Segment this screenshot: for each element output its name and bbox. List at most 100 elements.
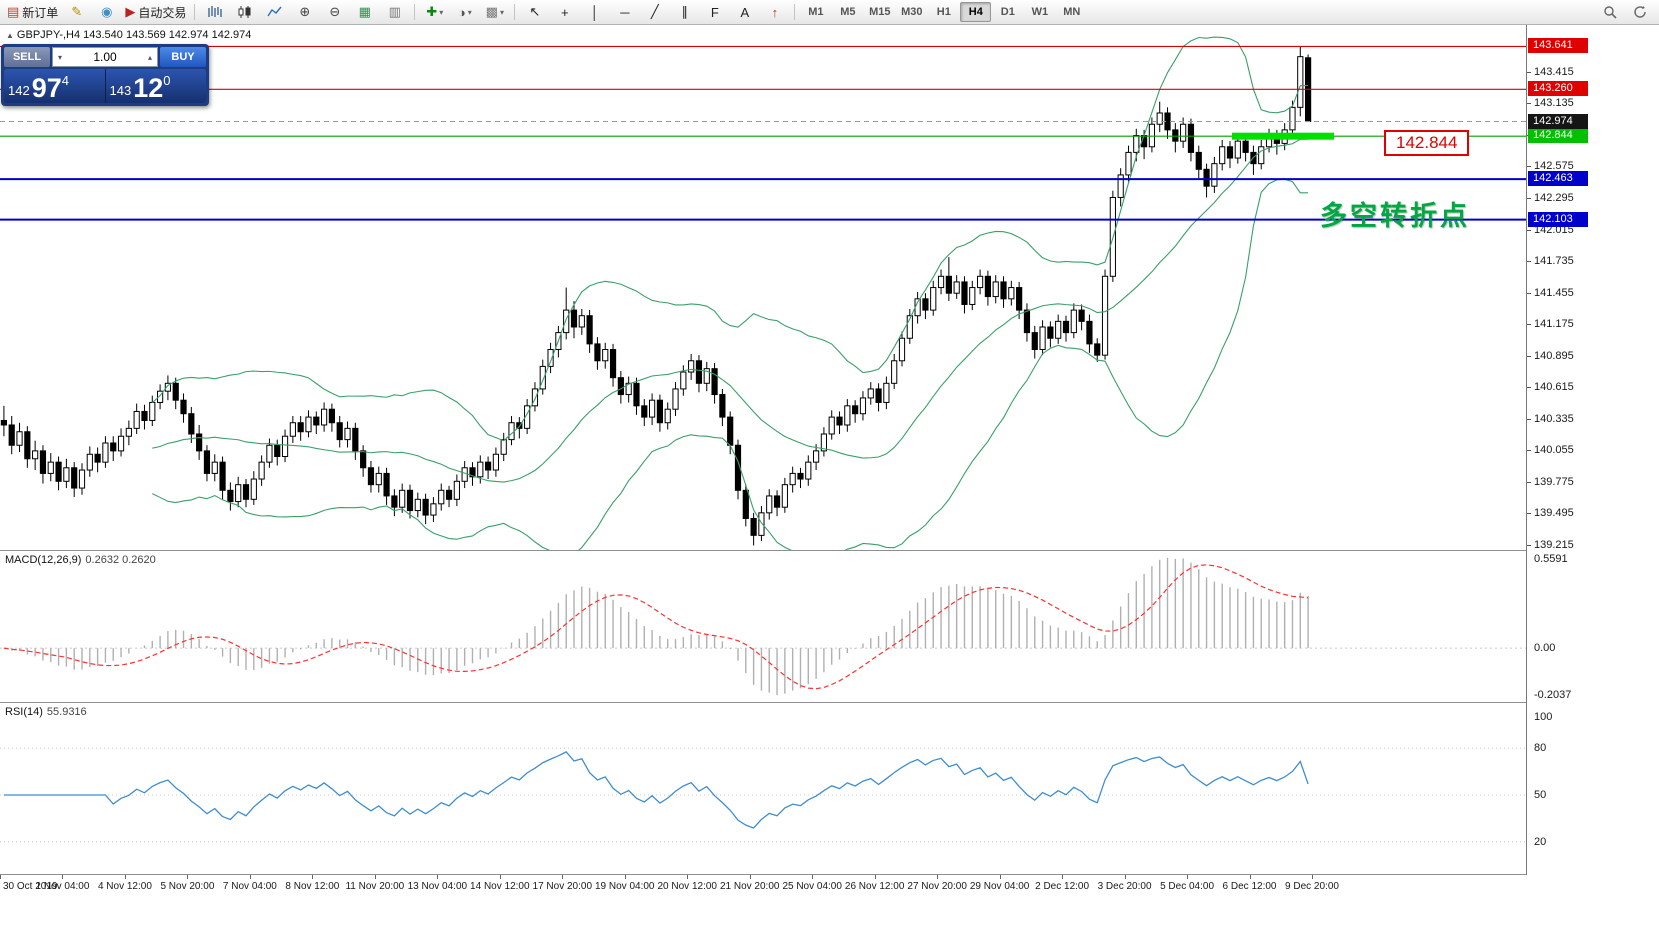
time-tick-mark [687,875,689,879]
volume-field[interactable]: ▾ 1.00 ▴ [52,47,158,67]
fibonacci-button[interactable]: F [700,2,729,22]
axis-tick-mark [1527,450,1531,452]
horizontal-line-button[interactable]: ─ [610,2,639,22]
price-level-label: 142.844 [1384,130,1470,156]
templates-button[interactable]: ▩ ▾ [480,2,509,22]
time-axis[interactable]: 30 Oct 2019 1 Nov 04:00 4 Nov 12:00 5 Nov 2… [0,875,1659,897]
trendline-button[interactable]: ╱ [640,2,669,22]
timeframe-d1-button[interactable]: D1 [1000,6,1015,18]
macd-name: MACD(12,26,9) [5,554,82,566]
arrows-button[interactable]: ↑ [760,2,789,22]
price-tag: 143.641 [1528,38,1588,54]
time-axis-label: 11 Nov 20:00 [345,881,405,892]
time-axis-label: 1 Nov 04:00 [35,881,90,892]
volume-value[interactable]: 1.00 [93,50,117,64]
time-axis-label: 17 Nov 20:00 [532,881,593,892]
time-axis-label: 27 Nov 20:00 [907,881,967,892]
timeframe-h4-button[interactable]: H4 [960,2,992,22]
chevron-down-icon: ▾ [499,7,504,17]
crosshair-button[interactable]: + [550,2,579,22]
timeframe-m15-button[interactable]: M15 [869,6,891,18]
timeframe-m1-button[interactable]: M1 [808,6,824,18]
vertical-line-button[interactable]: │ [580,2,609,22]
axis-tick-mark [1527,418,1531,420]
tile-windows-button[interactable]: ▦ [350,2,379,22]
rsi-pane[interactable] [0,703,1526,874]
bars-chart-button[interactable] [200,2,229,22]
refresh-button[interactable] [1626,2,1655,22]
time-axis-label: 21 Nov 20:00 [719,881,780,892]
time-axis-label: 4 Nov 12:00 [97,881,152,892]
sell-price[interactable]: 142 97 4 [4,69,105,103]
search-icon [1604,5,1617,19]
axis-tick-mark [1527,513,1531,515]
toolbar-separator [194,4,196,20]
timeframe-m30-button[interactable]: M30 [901,6,923,18]
time-tick-mark [1249,875,1251,879]
zoom-in-button[interactable]: ⊕ [290,2,319,22]
text-icon: A [740,4,750,20]
pane-resize-handle[interactable] [0,874,1659,875]
axis-tick-label: 140.335 [1534,412,1574,425]
pane-resize-handle[interactable] [0,550,1659,551]
sell-price-prefix: 142 [8,83,30,98]
volume-increase-icon[interactable]: ▴ [147,52,152,62]
price-axis[interactable]: 143.415143.135142.855142.575142.295142.0… [1526,24,1659,875]
candlestick-chart-button[interactable] [230,2,259,22]
channel-icon: ∥ [681,4,689,19]
timeframe-w1-button[interactable]: W1 [1031,6,1049,18]
indicators-icon: ✚ [426,4,438,19]
axis-tick-mark [1527,103,1531,105]
macd-pane[interactable] [0,551,1526,702]
line-chart-button[interactable] [260,2,289,22]
crosshair-icon: + [561,4,569,20]
one-click-trading-panel[interactable]: SELL ▾ 1.00 ▴ BUY 142 97 4 143 12 0 [1,44,209,106]
market-watch-icon: ◉ [101,4,113,19]
channel-button[interactable]: ∥ [670,2,699,22]
auto-arrange-button[interactable]: ▥ [380,2,409,22]
sell-button[interactable]: SELL [4,47,50,67]
buy-price-prefix: 143 [109,83,132,98]
sell-price-big: 97 [31,73,62,103]
volume-decrease-icon[interactable]: ▾ [57,52,62,62]
indicators-button[interactable]: ✚ ▾ [420,2,449,22]
time-axis-label: 30 Oct 2019 [3,881,58,892]
time-tick-mark [1062,875,1064,879]
time-tick-mark [0,875,1,879]
buy-price-sup: 0 [163,73,171,88]
axis-tick-label: 143.415 [1534,65,1574,78]
cursor-button[interactable]: ↖ [520,2,549,22]
buy-price[interactable]: 143 12 0 [104,69,206,103]
refresh-icon [1634,5,1646,18]
search-button[interactable] [1596,2,1625,22]
macd-values: 0.2632 0.2620 [85,554,156,566]
metaeditor-button[interactable]: ✎ [62,2,91,22]
time-tick-mark [374,875,376,879]
pane-resize-handle[interactable] [0,702,1659,703]
time-axis-label: 5 Dec 04:00 [1160,881,1215,892]
timeframe-h1-button[interactable]: H1 [936,6,951,18]
time-tick-mark [999,875,1001,879]
time-tick-mark [499,875,501,879]
indicator-scale-label: 20 [1534,835,1547,848]
autotrading-button[interactable]: ▶ 自动交易 [122,2,189,22]
time-axis-label: 8 Nov 12:00 [285,881,340,892]
market-watch-button[interactable]: ◉ [92,2,121,22]
main-toolbar: ▤ 新订单 ✎ ◉ ▶ 自动交易 ⊕ ⊖ ▦ ▥ ✚ ▾ ◑ ▾ ▩ ▾ ↖ + │ ─ ╱ ∥ F A ↑ M1 M5 M15 M30… [0,0,1659,25]
timeframe-m5-button[interactable]: M5 [840,6,856,18]
buy-button[interactable]: BUY [160,47,206,67]
vertical-line-icon: │ [590,4,599,20]
time-axis-label: 3 Dec 20:00 [1097,881,1152,892]
new-order-button[interactable]: ▤ 新订单 [4,2,61,22]
indicator-scale-label: 50 [1534,789,1547,801]
rsi-name: RSI(14) [5,706,43,718]
axis-tick-mark [1527,544,1531,546]
rsi-value: 55.9316 [46,706,87,718]
periods-button[interactable]: ◑ ▾ [450,2,479,22]
price-chart[interactable] [0,24,1526,550]
text-button[interactable]: A [730,2,759,22]
price-tag: 142.463 [1528,171,1588,187]
zoom-out-button[interactable]: ⊖ [320,2,349,22]
timeframe-mn-button[interactable]: MN [1063,6,1081,18]
